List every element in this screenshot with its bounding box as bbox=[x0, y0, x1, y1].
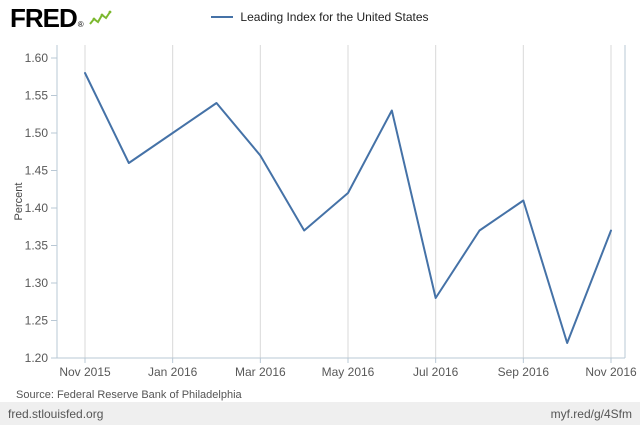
y-tick-label: 1.40 bbox=[25, 201, 49, 215]
y-tick-label: 1.60 bbox=[25, 51, 49, 65]
y-tick-label: 1.50 bbox=[25, 126, 49, 140]
fred-logo: FRED ® bbox=[10, 3, 112, 33]
y-axis-title: Percent bbox=[13, 183, 25, 221]
line-chart: Nov 2015 Jan 2016 Mar 2016 May 2016 Jul 2016… bbox=[13, 45, 637, 379]
chart-header: FRED ® Leading Index for the United State… bbox=[0, 0, 640, 36]
series-line bbox=[84, 72, 612, 344]
y-tick-label: 1.55 bbox=[25, 89, 49, 103]
x-tick-label: Nov 2016 bbox=[585, 365, 637, 379]
y-tick-label: 1.35 bbox=[25, 239, 49, 253]
x-tick-label: Nov 2015 bbox=[59, 365, 111, 379]
y-tick-label: 1.30 bbox=[25, 276, 49, 290]
y-tick-label: 1.45 bbox=[25, 164, 49, 178]
x-tick-label: Mar 2016 bbox=[235, 365, 286, 379]
short-url-link[interactable]: myf.red/g/4Sfm bbox=[550, 406, 632, 421]
x-tick-label: Jul 2016 bbox=[413, 365, 459, 379]
x-tick-label: Jan 2016 bbox=[148, 365, 198, 379]
x-tick-label: May 2016 bbox=[322, 365, 375, 379]
fred-site-link[interactable]: fred.stlouisfed.org bbox=[8, 406, 104, 421]
legend-label: Leading Index for the United States bbox=[240, 10, 429, 24]
y-tick-label: 1.25 bbox=[25, 314, 49, 328]
source-text: Source: Federal Reserve Bank of Philadel… bbox=[16, 389, 242, 401]
registered-mark: ® bbox=[77, 20, 84, 29]
legend: Leading Index for the United States bbox=[0, 10, 640, 24]
y-tick-label: 1.20 bbox=[25, 351, 49, 365]
sparkline-icon bbox=[88, 10, 112, 25]
footer-band: fred.stlouisfed.org myf.red/g/4Sfm bbox=[0, 402, 640, 425]
legend-line-swatch bbox=[211, 16, 234, 18]
fred-logo-text: FRED bbox=[10, 3, 78, 33]
x-tick-label: Sep 2016 bbox=[498, 365, 550, 379]
